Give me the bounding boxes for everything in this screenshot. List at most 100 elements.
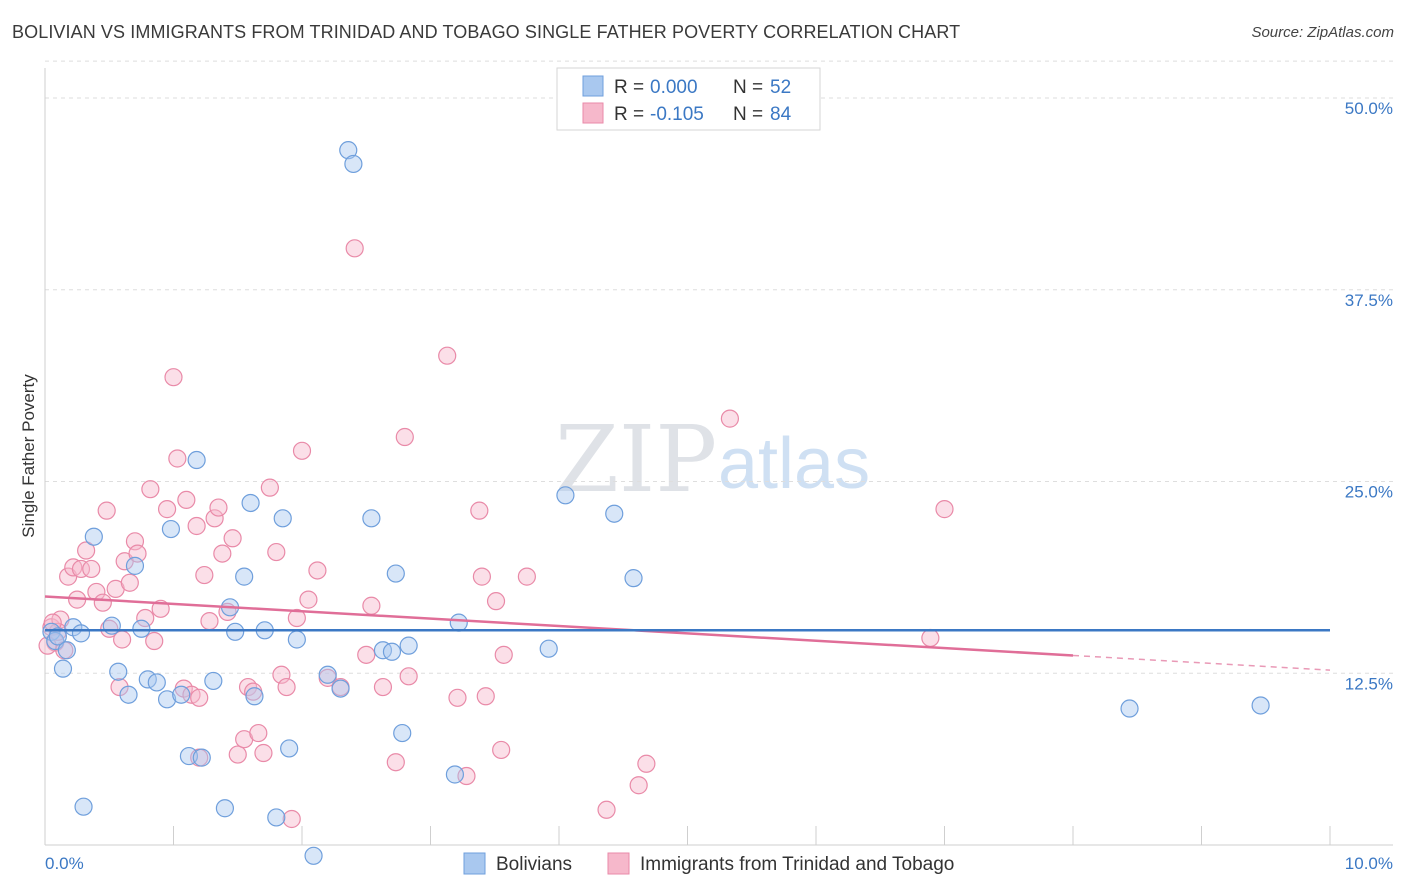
bolivians-point-49	[1120, 699, 1139, 718]
legend-r-value-1: 0.000	[650, 77, 698, 98]
bolivians-point-44	[449, 613, 468, 632]
trinidad-point-25	[164, 368, 183, 387]
trinidad-point-70	[492, 740, 511, 760]
trinidad-point-74	[629, 776, 648, 795]
trinidad-point-65	[457, 766, 476, 786]
bolivians-point-3	[53, 659, 73, 678]
bolivians-point-8	[102, 616, 121, 635]
legend-r-value-2: -0.105	[650, 104, 704, 125]
legend-n-label-1: N =	[733, 77, 763, 98]
legend-swatch-bolivians	[582, 75, 604, 97]
trinidad-point-76	[720, 409, 740, 428]
series-bolivians-points	[42, 141, 1270, 865]
bolivians-point-41	[393, 723, 412, 743]
source-credit: Source: ZipAtlas.com	[1251, 24, 1394, 41]
trinidad-point-78	[935, 500, 954, 519]
trinidad-point-34	[205, 509, 224, 528]
bolivians-point-46	[556, 486, 575, 505]
trinidad-point-59	[373, 677, 393, 697]
correlation-legend: R = 0.000 N = 52 R = -0.105 N = 84	[556, 67, 821, 131]
trinidad-point-68	[476, 687, 495, 706]
bolivians-point-34	[331, 679, 350, 698]
gridlines	[45, 60, 1393, 674]
bolivians-point-25	[241, 493, 260, 513]
bolivians-point-35	[339, 141, 358, 160]
trinidad-point-67	[472, 567, 491, 586]
bolivians-point-19	[187, 450, 206, 470]
trinidad-point-52	[299, 590, 318, 609]
trinidad-point-32	[195, 565, 214, 585]
trinidad-point-45	[260, 478, 279, 497]
bolivians-point-12	[132, 619, 151, 638]
bolivians-point-20	[192, 748, 211, 767]
y-tick-label-0: 12.5%	[1345, 674, 1393, 693]
bottom-legend-label-bolivians: Bolivians	[496, 854, 572, 875]
bolivians-point-23	[226, 622, 245, 641]
series-legend: Bolivians Immigrants from Trinidad and T…	[463, 852, 954, 875]
bottom-legend-swatch-bolivians	[463, 852, 486, 875]
trinidad-point-69	[486, 592, 506, 611]
trinidad-point-24	[157, 500, 177, 519]
bolivians-point-14	[147, 673, 166, 692]
watermark-zip: ZIP	[555, 406, 717, 513]
bolivians-point-16	[161, 519, 181, 539]
trinidad-point-28	[177, 490, 196, 510]
trinidad-point-63	[438, 346, 457, 365]
bolivians-point-45	[539, 639, 558, 658]
trinidad-point-20	[136, 608, 155, 628]
bolivians-point-38	[373, 641, 393, 660]
bolivians-point-11	[125, 556, 145, 575]
trend-lines	[44, 595, 1331, 671]
trinidad-point-43	[249, 723, 268, 743]
bolivians-point-42	[399, 636, 418, 655]
legend-r-label-1: R =	[614, 77, 644, 98]
bolivians-point-50	[1251, 696, 1270, 715]
trinidad-point-8	[82, 559, 101, 579]
axes	[44, 68, 1393, 846]
trinidad-point-11	[97, 501, 116, 520]
trinidad-point-48	[277, 677, 296, 697]
trinidad-point-75	[637, 754, 656, 773]
y-axis-label: Single Father Poverty	[19, 374, 38, 538]
legend-r-label-2: R =	[614, 104, 644, 125]
trinidad-point-61	[386, 753, 405, 772]
x-tick-label-0: 0.0%	[45, 854, 84, 873]
trinidad-point-12	[100, 619, 119, 638]
trinidad-point-62	[399, 667, 418, 686]
trinidad-point-72	[517, 567, 536, 586]
trinidad-point-56	[345, 239, 364, 258]
bolivians-point-2	[48, 627, 67, 646]
bolivians-point-51	[74, 797, 93, 816]
bolivians-point-24	[235, 567, 254, 586]
bolivians-point-52	[215, 799, 234, 818]
trinidad-point-33	[200, 611, 219, 631]
trinidad-point-46	[267, 542, 286, 562]
trinidad-point-53	[308, 561, 327, 580]
trinidad-point-50	[287, 608, 306, 628]
y-tick-label-1: 25.0%	[1345, 483, 1393, 502]
trinidad-point-57	[357, 645, 376, 664]
bolivians-point-4	[57, 641, 76, 660]
trinidad-point-71	[494, 645, 513, 664]
bolivians-point-40	[386, 564, 405, 583]
bolivians-point-43	[445, 765, 465, 784]
trinidad-point-36	[213, 544, 232, 563]
trinidad-trend-solid	[44, 595, 1074, 657]
y-tick-label-2: 37.5%	[1345, 291, 1393, 310]
trinidad-point-60	[395, 427, 414, 447]
bolivians-point-30	[280, 739, 299, 758]
trinidad-point-77	[921, 628, 940, 648]
trinidad-point-17	[120, 573, 139, 592]
bolivians-point-9	[109, 662, 128, 681]
bolivians-point-39	[382, 642, 402, 661]
bolivians-point-31	[287, 630, 306, 649]
trinidad-point-22	[145, 631, 164, 651]
bolivians-point-36	[344, 154, 363, 174]
legend-swatch-trinidad	[582, 102, 604, 124]
trinidad-point-10	[93, 593, 112, 612]
watermark-atlas: atlas	[718, 424, 870, 504]
y-tick-labels: 12.5% 25.0% 37.5% 50.0%	[1345, 99, 1393, 693]
legend-n-value-2: 84	[770, 104, 792, 125]
trinidad-point-49	[282, 809, 301, 829]
